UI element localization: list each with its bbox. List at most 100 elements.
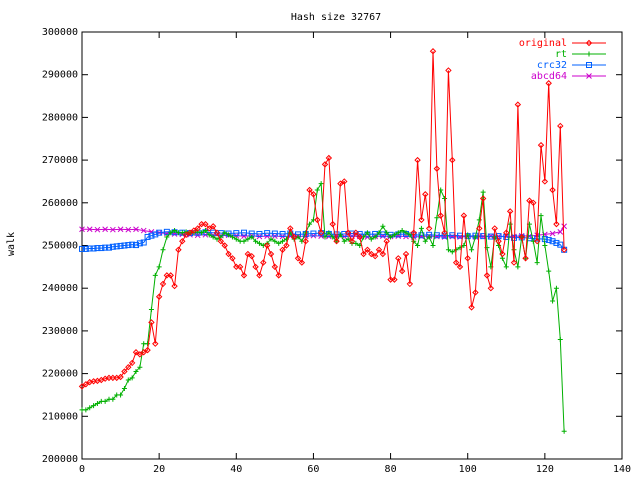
point-original-33	[206, 225, 213, 232]
point-crc32-21	[163, 228, 170, 235]
point-original-20	[155, 293, 163, 300]
point-rt-67	[337, 232, 343, 238]
point-original-113	[514, 101, 522, 108]
point-rt-101	[469, 247, 475, 253]
point-original-48	[263, 242, 271, 249]
point-original-98	[456, 263, 464, 271]
point-rt-80	[388, 234, 394, 240]
point-rt-79	[384, 230, 390, 236]
point-original-109	[499, 250, 506, 258]
point-original-76	[371, 252, 379, 260]
point-original-117	[530, 199, 537, 207]
legend-entry-crc32: crc32	[537, 60, 606, 71]
point-crc32-30	[233, 230, 240, 237]
point-crc32-35	[271, 230, 278, 237]
point-original-0	[78, 383, 86, 390]
point-rt-83	[399, 228, 405, 234]
point-original-29	[190, 227, 198, 234]
point-original-10	[117, 373, 124, 381]
y-tick-label-5: 250000	[42, 241, 78, 252]
point-rt-84	[403, 230, 409, 236]
point-crc32-9	[113, 243, 120, 250]
point-original-123	[553, 220, 560, 228]
point-abcd64-3	[102, 226, 108, 233]
point-rt-19	[152, 272, 158, 278]
point-original-68	[341, 178, 348, 185]
legend-entry-abcd64: abcd64	[531, 71, 606, 82]
point-rt-69	[345, 236, 351, 242]
point-original-88	[418, 216, 425, 224]
point-original-65	[329, 220, 336, 228]
point-original-94	[441, 229, 448, 236]
point-rt-87	[415, 243, 421, 248]
point-original-62	[317, 229, 325, 236]
point-rt-10	[118, 392, 124, 398]
point-rt-17	[145, 341, 151, 347]
point-rt-92	[434, 215, 440, 221]
point-rt-94	[442, 196, 448, 202]
point-original-95	[445, 67, 452, 74]
point-rt-71	[353, 240, 359, 246]
point-rt-85	[407, 232, 413, 238]
point-rt-120	[542, 243, 548, 248]
point-original-11	[121, 368, 128, 375]
point-original-52	[279, 246, 286, 253]
point-original-70	[348, 238, 356, 245]
point-rt-3	[91, 403, 97, 409]
point-original-79	[383, 238, 390, 245]
point-original-119	[537, 141, 545, 149]
y-axis-label: walk	[6, 232, 17, 256]
point-original-112	[510, 259, 518, 266]
point-original-121	[545, 80, 552, 87]
point-abcd64-5	[117, 226, 124, 233]
point-rt-82	[395, 230, 401, 236]
point-rt-49	[268, 236, 274, 242]
point-rt-37	[222, 230, 228, 236]
point-original-97	[452, 259, 460, 266]
y-tick-label-10: 300000	[42, 27, 78, 38]
point-original-17	[144, 346, 151, 354]
point-crc32-18	[148, 232, 155, 239]
point-original-77	[375, 246, 383, 253]
point-original-125	[560, 246, 568, 253]
y-tick-label-0: 200000	[42, 454, 78, 465]
point-crc32-10	[117, 242, 124, 249]
point-rt-91	[430, 243, 436, 248]
point-rt-89	[422, 238, 428, 244]
point-original-87	[414, 156, 421, 164]
point-crc32-2	[86, 245, 93, 252]
legend-marker-rt	[586, 51, 592, 57]
point-original-38	[225, 250, 232, 258]
point-original-14	[132, 349, 140, 356]
point-rt-15	[137, 364, 143, 370]
point-crc32-19	[152, 231, 159, 238]
point-rt-78	[380, 223, 386, 229]
point-original-103	[476, 225, 483, 232]
point-rt-52	[280, 238, 286, 244]
point-crc32-72	[549, 238, 556, 245]
point-original-120	[541, 178, 549, 185]
point-rt-44	[249, 234, 255, 240]
x-tick-label-2: 40	[230, 464, 242, 475]
point-original-55	[290, 233, 298, 241]
point-crc32-31	[241, 229, 247, 236]
point-original-18	[148, 319, 155, 326]
point-rt-6	[102, 398, 108, 404]
point-rt-99	[461, 243, 467, 248]
point-original-86	[410, 229, 417, 236]
point-original-83	[398, 267, 406, 275]
point-crc32-15	[136, 240, 143, 247]
point-rt-1	[83, 407, 89, 413]
point-crc32-62	[480, 233, 487, 240]
y-tick-label-1: 210000	[42, 411, 78, 422]
point-rt-40	[233, 236, 239, 242]
point-original-12	[125, 363, 132, 371]
point-rt-18	[148, 307, 154, 313]
point-rt-62	[318, 181, 324, 187]
point-abcd64-21	[241, 233, 247, 239]
legend-label-abcd64: abcd64	[531, 71, 567, 82]
point-original-66	[333, 238, 340, 245]
point-rt-90	[426, 234, 432, 240]
point-rt-42	[241, 238, 247, 244]
